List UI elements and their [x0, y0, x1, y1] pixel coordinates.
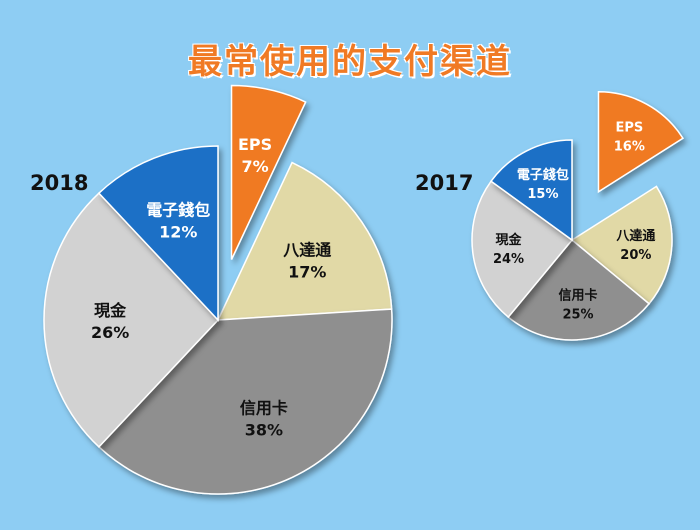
slice-value-2017-4: 15%: [527, 187, 558, 202]
slice-value-2017-2: 25%: [562, 308, 593, 323]
pie-slice-2018-4: [97, 145, 219, 322]
pie-slice-2017-4: [490, 139, 573, 242]
slice-label-2018-0: EPS: [238, 135, 272, 154]
year-label-2017: 2017: [415, 171, 473, 195]
slice-label-2018-3: 現金: [94, 301, 127, 320]
slice-label-2018-4: 電子錢包: [146, 201, 210, 220]
slice-value-2018-2: 38%: [245, 421, 283, 440]
slice-value-2017-3: 24%: [493, 252, 524, 267]
pie-slice-2018-1: [216, 161, 393, 321]
slice-label-2017-3: 現金: [495, 232, 522, 248]
slice-value-2018-1: 17%: [288, 262, 326, 281]
slice-label-2017-2: 信用卡: [559, 288, 598, 304]
pie-slice-2017-2: [507, 238, 651, 341]
pie-chart-2018: EPS 7% 八達通 17% 信用卡 38% 現金 26% 電子錢包 12%: [43, 84, 393, 495]
slice-value-2018-0: 7%: [241, 157, 268, 176]
slice-label-2018-1: 八達通: [282, 240, 331, 259]
pie-slice-2017-3: [471, 180, 574, 319]
pie-chart-2017: EPS 16% 八達通 20% 信用卡 25% 現金 24% 電子錢包 15%: [471, 91, 684, 341]
slice-value-2017-1: 20%: [620, 248, 651, 263]
pie-slice-2017-1: [570, 185, 673, 305]
pie-slice-2018-0: [230, 84, 307, 260]
slice-label-2018-2: 信用卡: [240, 399, 288, 418]
slice-label-2017-0: EPS: [615, 121, 643, 136]
slice-label-2017-4: 電子錢包: [517, 167, 569, 183]
slice-value-2017-0: 16%: [614, 140, 645, 155]
pie-slice-2017-0: [597, 91, 684, 194]
slice-value-2018-4: 12%: [159, 223, 197, 242]
slice-label-2017-1: 八達通: [615, 228, 655, 244]
pie-slice-2018-2: [97, 308, 393, 495]
chart-title: 最常使用的支付渠道: [188, 42, 512, 82]
slice-value-2018-3: 26%: [91, 323, 129, 342]
pie-slice-2018-3: [43, 192, 220, 448]
year-label-2018: 2018: [30, 171, 88, 195]
